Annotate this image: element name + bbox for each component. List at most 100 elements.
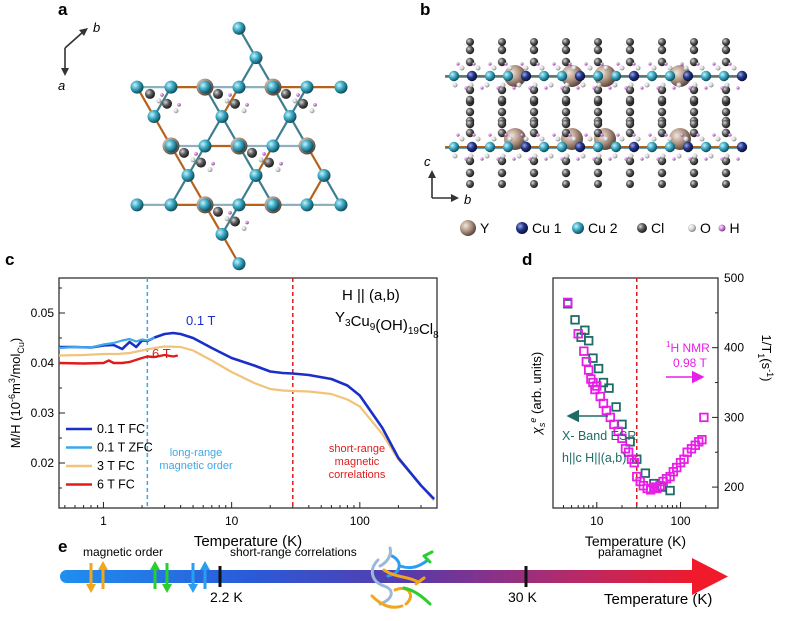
cu2-atom: [502, 141, 514, 153]
cl-atom: [625, 57, 635, 67]
axis-c-label: c: [424, 154, 431, 169]
h-atom: [736, 157, 740, 161]
x-tick-label: 100: [350, 514, 370, 528]
legend-label-0.1-T-FC: 0.1 T FC: [97, 422, 145, 436]
cu2-atom: [232, 80, 246, 94]
cu2-atom: [283, 110, 297, 124]
h-atom: [696, 133, 700, 137]
series-6-T-FC: [58, 353, 179, 365]
cl-atom: [561, 156, 571, 166]
series-3-T-FC: [58, 345, 435, 502]
h-atom: [536, 133, 540, 137]
atom-legend: Y Cu 1 Cu 2 Cl O H: [460, 220, 740, 236]
esr-point: [593, 363, 604, 374]
axis-a-label: a: [58, 78, 65, 93]
h-atom: [544, 157, 548, 161]
layered-structure-bc: [445, 38, 748, 188]
h-atom: [496, 157, 500, 161]
h-atom: [496, 86, 500, 90]
cl-atom: [689, 168, 699, 178]
cu2-atom: [334, 198, 348, 212]
y-right-tick-label: 400: [724, 341, 744, 355]
h-atom: [648, 62, 652, 66]
legend-label-cu1: Cu 1: [532, 220, 562, 236]
nmr-point: [579, 346, 589, 356]
h-atom: [480, 157, 484, 161]
cl-atom: [466, 38, 474, 46]
h-atom: [313, 102, 317, 107]
h-atom: [464, 157, 468, 161]
plot-frame: [552, 277, 719, 509]
o-atom: [580, 82, 586, 88]
o-atom: [468, 153, 474, 159]
nmr-point: [592, 381, 602, 391]
cl-atom: [721, 85, 731, 95]
cu2-atom: [130, 80, 144, 94]
x-axis-label: Temperature (K): [194, 533, 302, 550]
nmr-point: [563, 297, 573, 308]
cu1-atom: [628, 141, 640, 153]
o-atom: [603, 65, 609, 71]
cl-atom: [530, 180, 538, 188]
h-atom: [228, 93, 232, 97]
cl-atom: [497, 156, 507, 166]
o-atom: [683, 65, 689, 71]
legend-swatch-y: [460, 220, 476, 236]
cl-atom: [625, 85, 635, 95]
h-atom: [656, 157, 660, 161]
cu1-atom: [736, 70, 748, 82]
legend-label-6-T-FC: 6 T FC: [97, 478, 135, 492]
o-atom: [667, 136, 673, 142]
h-atom: [640, 86, 644, 90]
cl-atom: [625, 128, 635, 138]
chart-c-legend: 0.1 T FC 0.1 T ZFC 3 T FC 6 T FC: [66, 422, 153, 492]
y-atom: [669, 65, 691, 87]
label-0.1T: 0.1 T: [186, 313, 215, 328]
cl-atom: [466, 180, 474, 188]
o-atom: [452, 153, 458, 159]
h-atom: [640, 157, 644, 161]
cu2-atom: [664, 141, 676, 153]
h-atom: [560, 86, 564, 90]
h-atom: [576, 86, 580, 90]
label-6T: 6 T: [152, 346, 171, 361]
cu2-atom: [664, 70, 676, 82]
cl-atom: [497, 85, 507, 95]
h-atom: [648, 133, 652, 137]
o-atom: [539, 136, 545, 142]
h-atom: [472, 62, 476, 66]
h-atom: [480, 86, 484, 90]
cu2-atom: [592, 70, 604, 82]
o-atom: [628, 82, 634, 88]
y-tick-label: 0.02: [31, 456, 55, 470]
o-atom: [309, 108, 315, 114]
cl-atom: [530, 38, 538, 46]
o-atom: [660, 153, 666, 159]
o-atom: [523, 136, 529, 142]
h-atom: [576, 157, 580, 161]
o-atom: [644, 153, 650, 159]
h-atom: [632, 62, 636, 66]
cu1-atom: [682, 141, 694, 153]
chart-c-title: H || (a,b): [342, 287, 400, 304]
h-atom: [728, 62, 732, 66]
cl-atom: [593, 128, 603, 138]
cl-atom: [721, 57, 731, 67]
h-atom: [664, 133, 668, 137]
y-tick-label: 0.04: [31, 356, 55, 370]
o-atom: [724, 82, 730, 88]
h-atom: [456, 62, 460, 66]
panel-a-axes: b a: [58, 20, 100, 93]
o-atom: [548, 82, 554, 88]
cl-atom: [529, 45, 539, 55]
y-right-axis-label: 1/T1(s-1): [756, 334, 775, 381]
cl-atom: [721, 168, 731, 178]
h-atom: [712, 62, 716, 66]
o-atom: [224, 216, 230, 222]
cu2-atom: [215, 110, 229, 124]
cl-atom: [689, 107, 699, 117]
legend-swatch-cu2: [572, 222, 584, 234]
h-atom: [584, 62, 588, 66]
cl-atom: [690, 180, 698, 188]
cl-atom: [281, 88, 291, 99]
